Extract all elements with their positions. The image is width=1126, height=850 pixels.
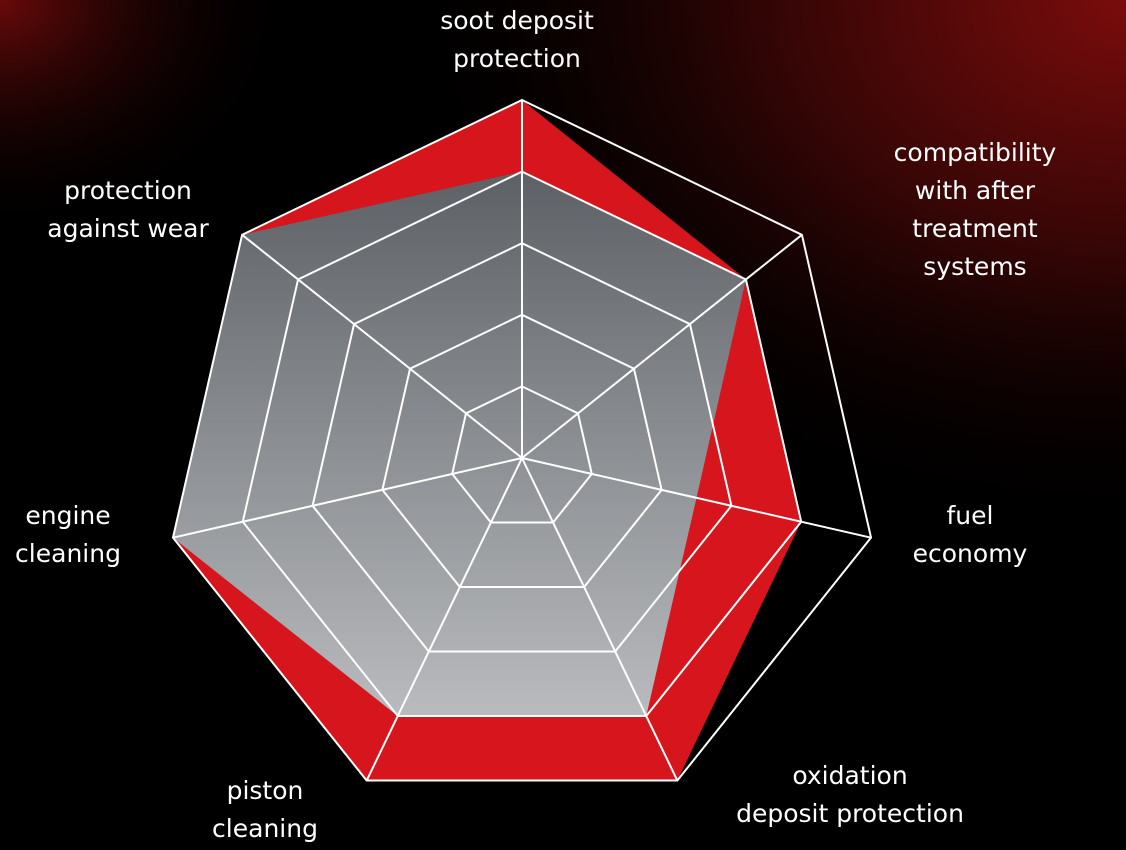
axis-label: fuel economy bbox=[912, 501, 1028, 568]
spoke bbox=[521, 457, 679, 781]
axis-label: engine cleaning bbox=[15, 501, 121, 568]
spoke bbox=[521, 234, 803, 459]
grid-ring bbox=[311, 242, 733, 653]
grid-ring bbox=[381, 313, 663, 589]
grid-ring bbox=[171, 98, 873, 782]
spoke bbox=[241, 234, 523, 459]
spoke bbox=[365, 457, 523, 781]
grid-ring bbox=[451, 385, 593, 524]
axis-label: oxidation deposit protection bbox=[736, 761, 964, 828]
grid-ring bbox=[241, 170, 803, 718]
axis-label: piston cleaning bbox=[212, 776, 318, 843]
spoke bbox=[172, 457, 523, 539]
axis-label: compatibility with after treatment syste… bbox=[893, 138, 1057, 281]
spoke bbox=[521, 457, 872, 539]
axis-label: soot deposit protection bbox=[440, 6, 594, 73]
axis-label: protection against wear bbox=[47, 176, 209, 243]
